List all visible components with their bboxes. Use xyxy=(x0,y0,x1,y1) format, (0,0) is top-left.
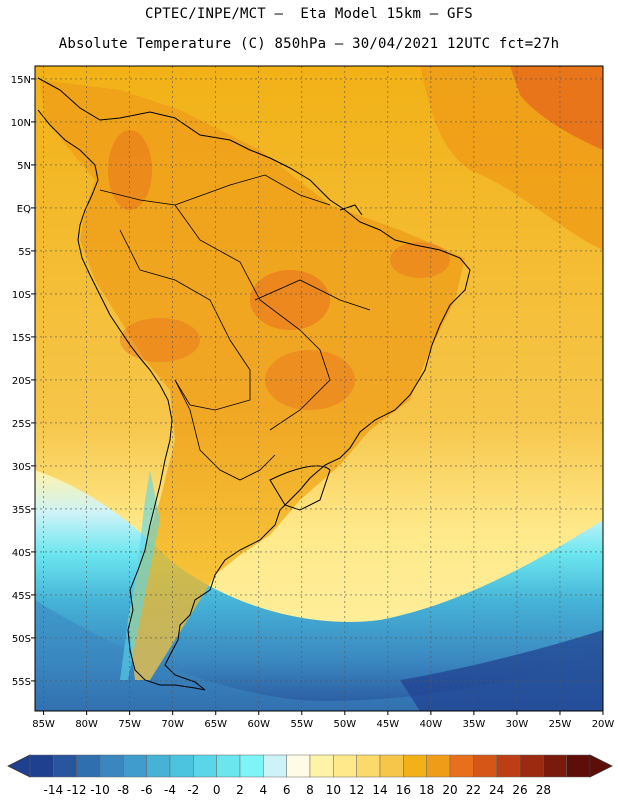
colorbar-swatch xyxy=(169,754,194,778)
plot-frame xyxy=(34,65,604,712)
lat-tick-label: 30S xyxy=(12,462,31,473)
colorbar-label: 6 xyxy=(283,783,291,797)
lat-tick-label: 50S xyxy=(12,634,31,645)
colorbar-swatch xyxy=(29,754,54,778)
colorbar-label: 20 xyxy=(442,783,457,797)
lat-tick-label: 5S xyxy=(18,247,31,258)
colorbar-swatch xyxy=(566,754,591,778)
lon-tick-label: 45W xyxy=(377,719,400,730)
lon-tick-label: 35W xyxy=(463,719,486,730)
temperature-field xyxy=(35,66,603,711)
colorbar-max-arrow xyxy=(589,754,613,778)
colorbar-swatch xyxy=(216,754,241,778)
lon-tick-label: 65W xyxy=(204,719,227,730)
colorbar-label: 8 xyxy=(306,783,314,797)
colorbar-label: 0 xyxy=(213,783,221,797)
colorbar-swatch xyxy=(146,754,171,778)
colorbar-swatch xyxy=(403,754,427,778)
colorbar-label: 4 xyxy=(260,783,268,797)
lat-tick-label: 10N xyxy=(11,118,31,129)
lon-tick-label: 55W xyxy=(290,719,313,730)
lon-tick-label: 40W xyxy=(420,719,443,730)
colorbar-swatch xyxy=(76,754,101,778)
lat-tick-label: 35S xyxy=(12,505,31,516)
colorbar-swatch xyxy=(496,754,521,778)
chart-title-line-2: Absolute Temperature (C) 850hPa – 30/04/… xyxy=(58,36,560,52)
colorbar-swatch xyxy=(99,754,124,778)
lat-tick-label: 45S xyxy=(12,591,31,602)
colorbar-label: 12 xyxy=(349,783,364,797)
colorbar-label: 10 xyxy=(326,783,341,797)
colorbar-swatch xyxy=(449,754,474,778)
chart-title-line-1: CPTEC/INPE/MCT – Eta Model 15km – GFS xyxy=(145,6,473,22)
lat-tick-label: 55S xyxy=(12,677,31,688)
colorbar-swatch xyxy=(356,754,381,778)
lat-tick-label: 15S xyxy=(12,333,31,344)
lon-tick-label: 20W xyxy=(592,719,615,730)
lon-tick-label: 25W xyxy=(549,719,572,730)
colorbar-label: -2 xyxy=(187,783,199,797)
colorbar-label: -6 xyxy=(141,783,153,797)
lon-tick-label: 30W xyxy=(506,719,529,730)
colorbar-label: -14 xyxy=(44,783,64,797)
colorbar-swatch xyxy=(309,754,334,778)
lon-tick-label: 70W xyxy=(161,719,184,730)
lon-axis: 85W 80W 75W 70W 65W 60W 55W 50W 45W 40W 35W 30W 25W 2… xyxy=(32,711,614,730)
colorbar-label: -4 xyxy=(164,783,176,797)
colorbar-label: -8 xyxy=(117,783,129,797)
colorbar-swatch xyxy=(239,754,264,778)
colorbar-swatch xyxy=(473,754,497,778)
colorbar-label: 26 xyxy=(512,783,527,797)
colorbar-label: 18 xyxy=(419,783,434,797)
coastline-outline xyxy=(37,77,471,691)
colorbar-label: 2 xyxy=(236,783,244,797)
colorbar-swatch xyxy=(263,754,287,778)
lat-tick-label: 5N xyxy=(17,161,31,172)
colorbar-label: -10 xyxy=(90,783,110,797)
colorbar-swatch xyxy=(286,754,311,778)
colorbar-swatch xyxy=(426,754,451,778)
colorbar-label: 16 xyxy=(396,783,411,797)
colorbar-swatch xyxy=(543,754,567,778)
colorbar-label: 24 xyxy=(489,783,504,797)
lon-tick-label: 80W xyxy=(75,719,98,730)
colorbar-swatch xyxy=(519,754,544,778)
lon-tick-label: 75W xyxy=(118,719,141,730)
lat-tick-label: 40S xyxy=(12,548,31,559)
lat-tick-label: 20S xyxy=(12,376,31,387)
colorbar-swatch xyxy=(123,754,147,778)
lat-tick-label: 10S xyxy=(12,290,31,301)
colorbar: -14 -12 -10 -8 -6 -4 -2 0 2 4 6 8 10 12 14 16 18 20 22 24 26… xyxy=(7,754,613,797)
lon-tick-label: 85W xyxy=(32,719,55,730)
colorbar-label: -12 xyxy=(67,783,87,797)
colorbar-label: 14 xyxy=(372,783,387,797)
colorbar-swatch xyxy=(193,754,217,778)
colorbar-min-arrow xyxy=(7,754,31,778)
colorbar-swatch xyxy=(333,754,357,778)
lat-tick-label: 15N xyxy=(11,75,31,86)
colorbar-swatch xyxy=(379,754,404,778)
lon-tick-label: 60W xyxy=(247,719,270,730)
colorbar-swatch xyxy=(53,754,77,778)
lat-tick-label: 25S xyxy=(12,419,31,430)
colorbar-label: 28 xyxy=(536,783,551,797)
country-borders xyxy=(99,174,371,481)
lon-tick-label: 50W xyxy=(334,719,357,730)
lat-axis: 15N 10N 5N EQ 5S 10S 15S 20S 25S 30S 35S 40S 45S 50S 5… xyxy=(11,75,35,688)
lat-tick-label: EQ xyxy=(17,204,31,215)
colorbar-label: 22 xyxy=(466,783,481,797)
